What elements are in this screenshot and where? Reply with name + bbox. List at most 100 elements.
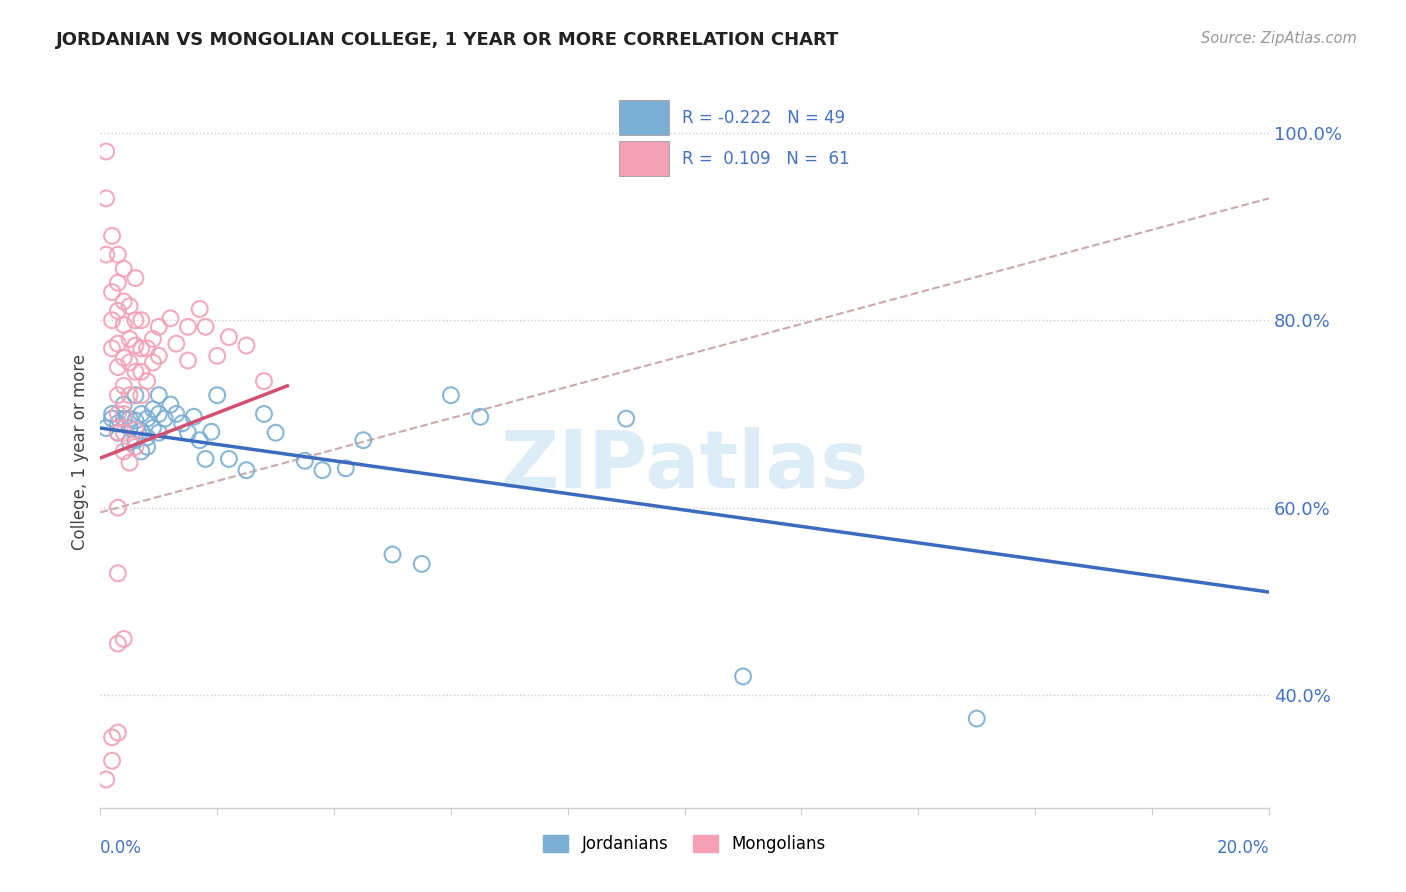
Point <box>107 388 129 402</box>
Point <box>101 228 124 243</box>
Text: JORDANIAN VS MONGOLIAN COLLEGE, 1 YEAR OR MORE CORRELATION CHART: JORDANIAN VS MONGOLIAN COLLEGE, 1 YEAR O… <box>56 31 839 49</box>
Point <box>136 430 159 444</box>
Point <box>101 411 124 425</box>
Point <box>218 330 240 344</box>
Point <box>294 454 316 468</box>
Point <box>148 425 170 440</box>
Point <box>966 712 988 726</box>
Point <box>253 407 276 421</box>
Point <box>101 754 124 768</box>
Point <box>194 319 217 334</box>
Point <box>142 421 165 435</box>
Point <box>107 407 129 421</box>
Point <box>124 338 146 352</box>
Point <box>107 276 129 290</box>
Point <box>96 191 118 205</box>
Point <box>165 407 187 421</box>
Point <box>136 374 159 388</box>
Point <box>148 349 170 363</box>
Point <box>142 355 165 369</box>
Point <box>118 332 141 346</box>
Point <box>159 398 181 412</box>
Point <box>129 313 152 327</box>
Text: ZIPatlas: ZIPatlas <box>501 426 869 505</box>
Point <box>118 355 141 369</box>
Point <box>264 425 287 440</box>
Point <box>101 342 124 356</box>
Point <box>124 365 146 379</box>
Legend: Jordanians, Mongolians: Jordanians, Mongolians <box>537 829 832 860</box>
Point <box>118 421 141 435</box>
Point <box>124 413 146 427</box>
Point <box>183 409 205 424</box>
Point <box>129 388 152 402</box>
Point <box>136 411 159 425</box>
Point <box>107 425 129 440</box>
Point <box>148 388 170 402</box>
Point <box>96 421 118 435</box>
Point <box>188 433 211 447</box>
Point <box>153 411 176 425</box>
Point <box>118 411 141 425</box>
Point <box>200 425 222 439</box>
Text: Source: ZipAtlas.com: Source: ZipAtlas.com <box>1201 31 1357 46</box>
Point <box>235 338 257 352</box>
Point <box>311 463 333 477</box>
Point <box>96 145 118 159</box>
Point <box>107 417 129 431</box>
Point <box>411 557 433 571</box>
Point <box>112 261 135 276</box>
Point <box>112 318 135 332</box>
Text: 20.0%: 20.0% <box>1216 838 1270 857</box>
Point <box>177 319 200 334</box>
Point <box>440 388 463 402</box>
Point <box>112 398 135 412</box>
Point <box>136 342 159 356</box>
Point <box>101 407 124 421</box>
Point <box>112 351 135 365</box>
Text: 0.0%: 0.0% <box>100 838 142 857</box>
Point <box>731 669 754 683</box>
Point <box>129 407 152 421</box>
Y-axis label: College, 1 year or more: College, 1 year or more <box>72 353 89 549</box>
Point <box>118 456 141 470</box>
Point <box>352 433 374 447</box>
Point <box>124 423 146 437</box>
Point <box>112 425 135 440</box>
Point <box>107 725 129 739</box>
Point <box>124 271 146 285</box>
Point <box>335 461 357 475</box>
Point <box>101 731 124 745</box>
Point <box>112 379 135 393</box>
Point <box>101 313 124 327</box>
Point <box>124 313 146 327</box>
Point <box>381 548 404 562</box>
Point <box>148 319 170 334</box>
Point <box>107 247 129 261</box>
Point <box>148 407 170 421</box>
Point <box>129 365 152 379</box>
Point <box>129 444 152 458</box>
Point <box>194 452 217 467</box>
Point <box>177 425 200 440</box>
Point <box>124 388 146 402</box>
Point <box>614 411 637 425</box>
Point <box>205 349 228 363</box>
Point <box>107 566 129 581</box>
Point <box>129 424 152 438</box>
Point <box>253 374 276 388</box>
Point <box>468 409 491 424</box>
Point <box>165 336 187 351</box>
Point <box>205 388 228 402</box>
Point <box>107 336 129 351</box>
Point <box>112 444 135 458</box>
Point <box>172 417 194 431</box>
Point <box>118 388 141 402</box>
Point <box>142 402 165 417</box>
Point <box>159 311 181 326</box>
Point <box>177 353 200 368</box>
Point <box>129 342 152 356</box>
Point <box>136 440 159 454</box>
Point <box>235 463 257 477</box>
Point <box>101 285 124 299</box>
